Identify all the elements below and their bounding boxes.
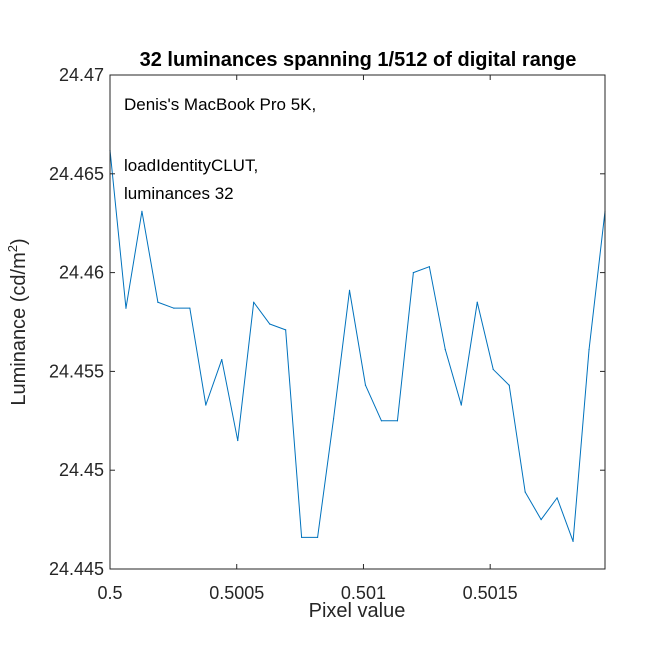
- data-point: [556, 497, 558, 499]
- y-tick-label: 24.47: [59, 65, 104, 85]
- data-point: [348, 289, 351, 291]
- annotation-device: Denis's MacBook Pro 5K,: [124, 95, 316, 114]
- data-point: [524, 491, 526, 493]
- y-axis-label-superscript: 2: [5, 245, 20, 252]
- x-tick-label: 0.501: [341, 583, 386, 603]
- data-point: [588, 349, 590, 351]
- data-point: [157, 301, 159, 303]
- plot-area: 0.5 0.5005 0.501 0.5015 24.445 24.45 24.455 24.…: [49, 65, 606, 603]
- annotation-count: luminances 32: [124, 184, 234, 203]
- y-axis-label-close: ): [8, 238, 30, 245]
- annotation-method: loadIdentityCLUT,: [124, 156, 258, 175]
- data-point: [269, 323, 271, 325]
- plot-frame: [109, 74, 606, 570]
- ticks-layer: 0.5 0.5005 0.501 0.5015 24.445 24.45 24.455 24.…: [49, 65, 605, 603]
- data-point: [364, 384, 367, 386]
- data-point: [141, 210, 143, 212]
- data-point: [412, 272, 414, 274]
- data-point: [444, 349, 446, 351]
- data-point: [205, 404, 207, 406]
- data-point: [316, 536, 319, 538]
- y-tick-label: 24.45: [59, 460, 104, 480]
- chart-title: 32 luminances spanning 1/512 of digital …: [140, 49, 577, 71]
- data-point: [189, 307, 191, 309]
- y-axis-label: Luminance (cd/m2): [5, 238, 30, 405]
- data-point: [476, 301, 478, 303]
- x-tick-label: 0.5005: [209, 583, 264, 603]
- x-axis-label: Pixel value: [309, 600, 406, 622]
- annotation-block: Denis's MacBook Pro 5K, loadIdentityCLUT…: [124, 95, 316, 203]
- data-point: [285, 329, 287, 331]
- data-point: [301, 536, 303, 538]
- data-point: [125, 307, 127, 309]
- series-line-0: [109, 150, 606, 542]
- data-point: [173, 307, 175, 309]
- data-point: [380, 420, 383, 422]
- series-layer: [109, 149, 606, 542]
- plot-background: [110, 75, 605, 569]
- y-tick-label: 24.445: [49, 559, 104, 579]
- y-tick-label: 24.46: [59, 263, 104, 283]
- data-point: [492, 368, 494, 371]
- data-point: [253, 301, 255, 303]
- data-point: [396, 420, 399, 422]
- x-tick-label: 0.5: [97, 583, 122, 603]
- data-point: [221, 358, 223, 361]
- y-axis-label-main: Luminance (cd/m: [8, 252, 30, 405]
- data-point: [572, 540, 574, 542]
- data-point: [428, 266, 430, 268]
- y-tick-label: 24.455: [49, 361, 104, 381]
- data-point: [332, 418, 335, 420]
- data-point: [460, 404, 462, 406]
- data-point: [508, 384, 510, 386]
- data-point: [540, 519, 542, 521]
- y-tick-label: 24.465: [49, 164, 104, 184]
- data-point: [237, 439, 239, 442]
- x-tick-label: 0.5015: [463, 583, 518, 603]
